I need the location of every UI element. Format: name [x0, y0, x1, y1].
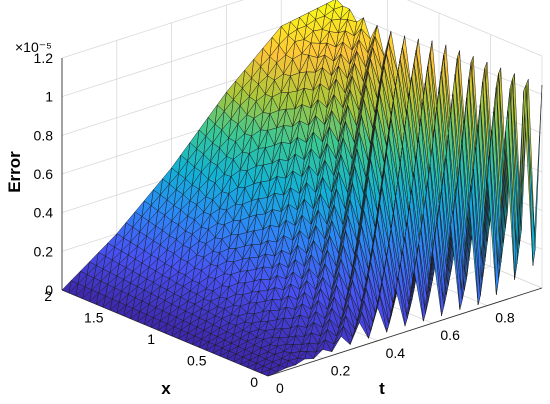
z-tick-label: 1 [45, 89, 53, 105]
surface-facet [96, 295, 106, 308]
z-axis-label: Error [5, 151, 24, 193]
surface-facet [525, 84, 536, 266]
surface-facet [233, 356, 244, 365]
z-tick-label: 0.4 [34, 205, 54, 221]
surface-facet [178, 332, 189, 342]
x-tick-label: 1 [147, 331, 155, 347]
surface-facet [505, 110, 515, 280]
surface-facet [212, 347, 223, 357]
grid-line [61, 0, 244, 59]
surface-facet [109, 301, 120, 314]
t-axis-line [267, 287, 543, 377]
surface-facet [75, 286, 86, 299]
surface-facet [116, 305, 127, 317]
surface-facet [247, 362, 257, 371]
surface-facet [82, 289, 92, 302]
surface-facet [450, 210, 461, 310]
exponent-label: ×10⁻⁵ [15, 39, 52, 55]
z-tick-label: 1.2 [34, 50, 54, 66]
surface-facet [130, 311, 141, 322]
z-tick-label: 0.8 [34, 127, 54, 143]
x-axis-label: x [161, 379, 171, 398]
t-tick-label: 0.4 [386, 345, 406, 361]
surface-facet [192, 338, 202, 348]
x-tick-label: 2 [44, 288, 52, 304]
surface-facet [260, 368, 271, 377]
surface-facet [151, 320, 161, 331]
surface-facet [254, 365, 264, 374]
surface-facet [68, 283, 79, 296]
surface-facet [137, 314, 147, 325]
t-axis-label: t [379, 379, 385, 398]
x-tick-label: 1.5 [84, 310, 104, 326]
x-tick-label: 0 [250, 374, 258, 390]
surface-facet [144, 317, 154, 328]
surface-facet [514, 90, 524, 280]
t-tick-label: 0.2 [331, 362, 351, 378]
surface-facet [171, 329, 182, 339]
surface-facet [240, 359, 250, 368]
surface-facet [157, 323, 168, 334]
surface-facet [164, 326, 175, 337]
surface-facet [102, 298, 113, 311]
surface-facet [89, 292, 99, 305]
surface-facet [123, 308, 134, 319]
surface-facet [61, 280, 72, 294]
t-tick-label: 0.8 [495, 310, 515, 326]
z-tick-label: 0.2 [34, 243, 54, 259]
surface-facet [205, 344, 216, 354]
error-surface [61, 0, 543, 377]
z-tick-label: 0 [45, 282, 53, 298]
surface-facet [219, 350, 230, 360]
surface-facet [199, 341, 209, 351]
z-tick-label: 0.6 [34, 166, 54, 182]
x-tick-label: 0.5 [187, 353, 207, 369]
t-tick-label: 0 [276, 380, 284, 396]
t-tick-label: 0.6 [440, 327, 460, 343]
